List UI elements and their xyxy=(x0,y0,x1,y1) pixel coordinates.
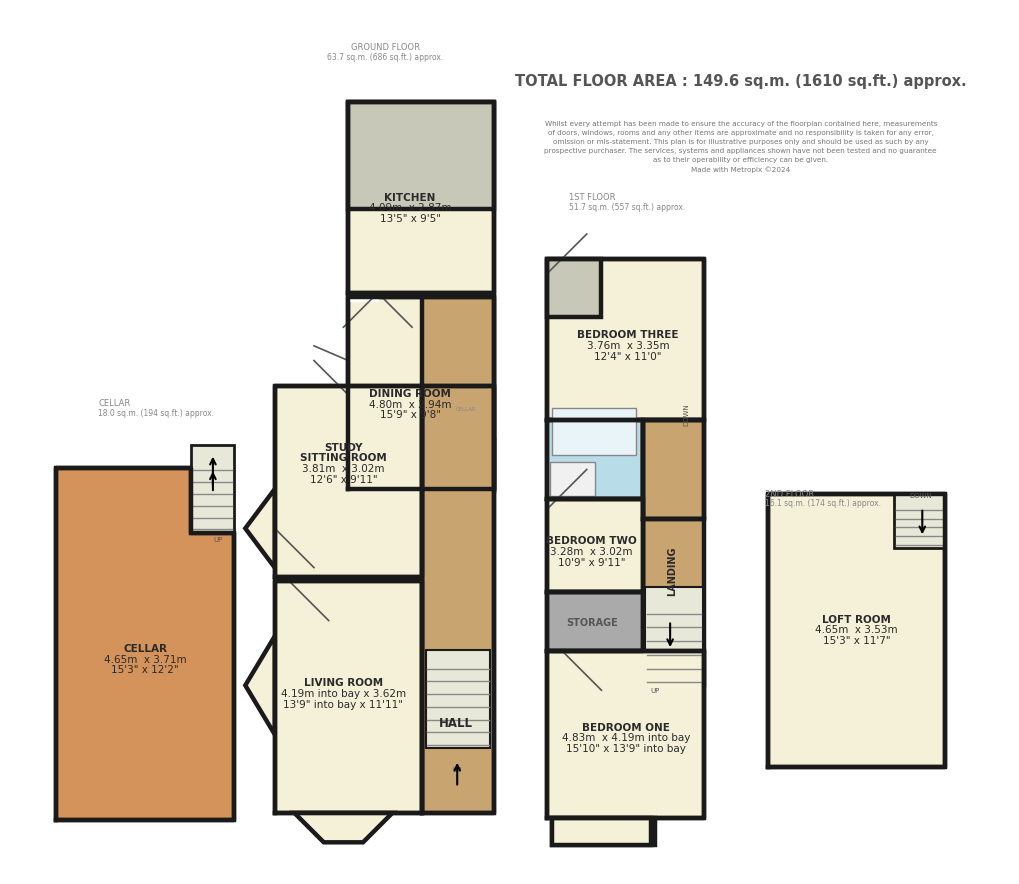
Text: 15'3" x 11'7": 15'3" x 11'7" xyxy=(822,636,890,646)
Polygon shape xyxy=(552,818,650,845)
Bar xyxy=(552,818,655,845)
Text: STORAGE: STORAGE xyxy=(566,618,616,628)
Polygon shape xyxy=(245,489,274,568)
Text: CELLAR: CELLAR xyxy=(98,400,130,408)
Text: 13'9" into bay x 11'11": 13'9" into bay x 11'11" xyxy=(283,700,403,710)
Text: 3.76m  x 3.35m: 3.76m x 3.35m xyxy=(586,341,668,351)
Bar xyxy=(347,293,377,301)
Text: DOWN: DOWN xyxy=(908,493,930,499)
Text: KITCHEN: KITCHEN xyxy=(384,193,435,202)
Text: DINING ROOM: DINING ROOM xyxy=(369,389,450,399)
Text: SITTING ROOM: SITTING ROOM xyxy=(300,453,386,463)
Text: 16.1 sq.m. (174 sq.ft.) approx.: 16.1 sq.m. (174 sq.ft.) approx. xyxy=(764,499,880,508)
Text: STUDY: STUDY xyxy=(324,443,363,453)
Text: LIVING ROOM: LIVING ROOM xyxy=(304,679,382,689)
Bar xyxy=(547,258,704,421)
Bar xyxy=(547,499,642,592)
Text: Whilst every attempt has been made to ensure the accuracy of the floorplan conta: Whilst every attempt has been made to en… xyxy=(544,121,936,173)
Text: 12'4" x 11'0": 12'4" x 11'0" xyxy=(594,352,661,362)
Bar xyxy=(552,408,635,454)
Bar xyxy=(274,386,422,577)
Bar xyxy=(547,258,601,317)
Bar xyxy=(428,440,493,491)
Text: 4.65m  x 3.71m: 4.65m x 3.71m xyxy=(104,655,186,665)
Bar xyxy=(767,494,944,766)
Bar xyxy=(422,386,493,813)
Bar xyxy=(642,421,704,519)
Bar xyxy=(422,297,493,489)
Text: 4.09m  x 2.87m: 4.09m x 2.87m xyxy=(369,203,451,213)
Text: 4.19m into bay x 3.62m: 4.19m into bay x 3.62m xyxy=(280,690,406,699)
Bar xyxy=(347,102,493,293)
Text: UP: UP xyxy=(452,766,462,773)
Text: LANDING: LANDING xyxy=(666,547,677,597)
Text: 3.28m  x 3.02m: 3.28m x 3.02m xyxy=(550,547,632,557)
Bar xyxy=(425,650,489,748)
Text: 4.65m  x 3.53m: 4.65m x 3.53m xyxy=(814,625,897,636)
Text: HALL: HALL xyxy=(439,717,473,730)
Text: TOTAL FLOOR AREA : 149.6 sq.m. (1610 sq.ft.) approx.: TOTAL FLOOR AREA : 149.6 sq.m. (1610 sq.… xyxy=(515,74,966,89)
Text: CELLAR: CELLAR xyxy=(455,408,476,412)
Polygon shape xyxy=(56,468,233,819)
Text: 3.81m  x 3.02m: 3.81m x 3.02m xyxy=(302,464,384,474)
Bar xyxy=(274,582,422,813)
Bar xyxy=(642,519,704,685)
Text: UP: UP xyxy=(650,689,659,694)
Bar xyxy=(347,297,493,489)
Text: 63.7 sq.m. (686 sq.ft.) approx.: 63.7 sq.m. (686 sq.ft.) approx. xyxy=(327,53,443,62)
Text: 2ND FLOOR: 2ND FLOOR xyxy=(764,490,813,499)
Text: 15'9" x 9'8": 15'9" x 9'8" xyxy=(379,410,440,421)
Text: UP: UP xyxy=(213,537,222,543)
Bar xyxy=(893,494,944,548)
Text: BEDROOM TWO: BEDROOM TWO xyxy=(546,537,637,546)
Polygon shape xyxy=(294,813,392,842)
Text: DOWN: DOWN xyxy=(683,403,689,426)
Text: GROUND FLOOR: GROUND FLOOR xyxy=(351,43,420,52)
Polygon shape xyxy=(245,636,274,735)
Bar xyxy=(347,102,493,210)
Text: 4.80m  x 2.94m: 4.80m x 2.94m xyxy=(369,400,451,409)
Text: 1ST FLOOR: 1ST FLOOR xyxy=(569,194,615,202)
Bar xyxy=(547,421,642,499)
Text: 15'10" x 13'9" into bay: 15'10" x 13'9" into bay xyxy=(566,744,685,754)
Bar xyxy=(547,651,704,818)
Text: 15'3" x 12'2": 15'3" x 12'2" xyxy=(111,666,179,675)
Text: 51.7 sq.m. (557 sq.ft.) approx.: 51.7 sq.m. (557 sq.ft.) approx. xyxy=(569,203,685,212)
Text: LOFT ROOM: LOFT ROOM xyxy=(821,614,891,625)
Text: CELLAR: CELLAR xyxy=(123,644,167,654)
Text: BEDROOM THREE: BEDROOM THREE xyxy=(577,331,678,340)
Text: 18.0 sq.m. (194 sq.ft.) approx.: 18.0 sq.m. (194 sq.ft.) approx. xyxy=(98,409,214,418)
Text: BEDROOM ONE: BEDROOM ONE xyxy=(582,722,669,733)
Bar xyxy=(644,587,702,685)
Text: 12'6" x 9'11": 12'6" x 9'11" xyxy=(310,475,377,484)
Bar xyxy=(192,445,233,533)
Text: 13'5" x 9'5": 13'5" x 9'5" xyxy=(379,214,440,225)
Bar xyxy=(550,461,594,496)
Bar xyxy=(547,592,642,651)
Text: 4.83m  x 4.19m into bay: 4.83m x 4.19m into bay xyxy=(561,734,690,743)
Text: 10'9" x 9'11": 10'9" x 9'11" xyxy=(557,558,625,568)
